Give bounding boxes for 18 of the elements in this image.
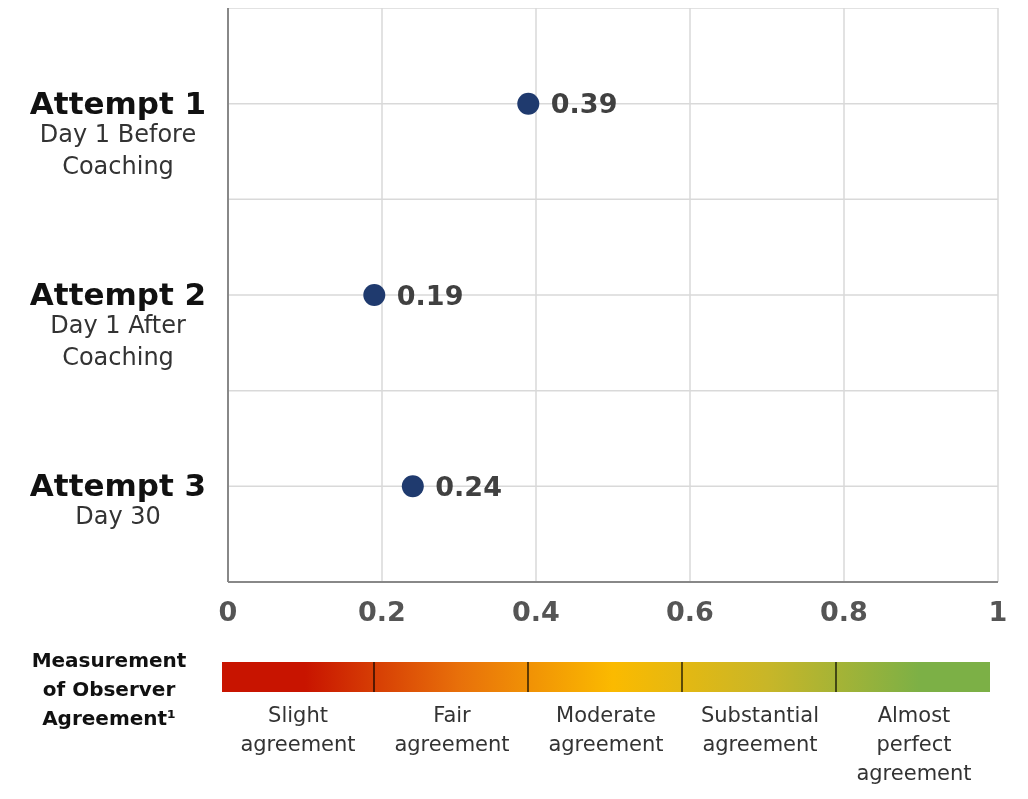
- text: Moderate agreement: [548, 703, 664, 756]
- text: Slight agreement: [240, 703, 356, 756]
- x-tick-label: 0.6: [666, 596, 714, 628]
- y-tick-label: Attempt 3 Day 30: [29, 467, 207, 531]
- text: Almost perfect agreement: [856, 703, 972, 785]
- x-tick-label: 0.2: [358, 596, 406, 628]
- y-tick-label: Attempt 1 Day 1 Before Coaching: [29, 84, 207, 180]
- text: Fair agreement: [394, 703, 510, 756]
- y-tick-label: Attempt 2 Day 1 After Coaching: [29, 276, 207, 371]
- text: Substantial agreement: [700, 703, 820, 756]
- x-tick-label: 1: [988, 596, 1008, 628]
- x-tick-label: 0: [218, 596, 238, 628]
- x-tick-label: 0.4: [512, 596, 560, 628]
- data-label: 0.19: [396, 279, 464, 311]
- x-tick-label: 0.8: [820, 596, 868, 628]
- legend-title: Measurement of Observer Agreement¹: [30, 647, 188, 732]
- data-label: 0.24: [435, 470, 502, 502]
- data-label: 0.39: [550, 88, 618, 120]
